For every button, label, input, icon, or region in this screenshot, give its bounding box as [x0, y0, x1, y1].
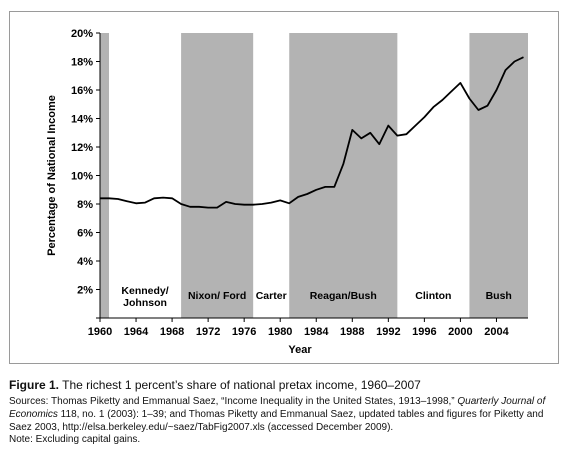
band-label: Kennedy/Johnson — [121, 285, 168, 309]
y-tick-label: 2% — [77, 285, 93, 297]
administration-labels: Kennedy/Johnson Nixon/ Ford Carter Reagan/B… — [121, 285, 511, 309]
data-series — [100, 56, 524, 209]
axes: 2% 4% 6% 8% 10% 12% 14% 16% 18% 20% 1960 1964 1968 19… — [71, 28, 528, 338]
administration-bands — [100, 33, 528, 318]
band-label: Nixon/ Ford — [188, 290, 246, 302]
band-1 — [181, 33, 254, 318]
sources-journal: Quarterly Journal of Economics — [9, 396, 546, 420]
band-label: Bush — [486, 290, 512, 302]
sources-prefix: Sources: Thomas Piketty and Emmanual Sae… — [9, 396, 458, 407]
y-tick-label: 6% — [77, 228, 93, 240]
x-tick-label: 1972 — [196, 326, 220, 338]
y-tick-label: 4% — [77, 256, 93, 268]
x-axis-label: Year — [288, 344, 312, 356]
band-label: Carter — [256, 290, 287, 302]
x-tick-label: 1968 — [160, 326, 184, 338]
y-tick-label: 16% — [71, 85, 93, 97]
chart-frame: Kennedy/Johnson Nixon/ Ford Carter Reagan/B… — [9, 11, 559, 364]
band-5 — [469, 33, 528, 318]
x-tick-label: 1984 — [304, 326, 329, 338]
x-tick-label: 1988 — [340, 326, 364, 338]
line-chart: Kennedy/Johnson Nixon/ Ford Carter Reagan/B… — [46, 28, 528, 356]
x-tick-label: 1964 — [124, 326, 149, 338]
caption-sources: Sources: Thomas Piketty and Emmanual Sae… — [9, 396, 561, 434]
y-tick-label: 12% — [71, 142, 93, 154]
y-tick-label: 10% — [71, 171, 93, 183]
figure-label: Figure 1. — [9, 378, 60, 392]
y-axis-label: Percentage of National Income — [46, 95, 58, 256]
y-tick-label: 18% — [71, 57, 93, 69]
x-tick-label: 1992 — [376, 326, 400, 338]
x-tick-label: 1960 — [88, 326, 112, 338]
band-label: Reagan/Bush — [310, 290, 377, 302]
figure-title: The richest 1 percent’s share of nationa… — [59, 378, 421, 392]
lead-band — [100, 33, 110, 318]
x-tick-label: 1996 — [412, 326, 436, 338]
band-3 — [289, 33, 398, 318]
y-tick-label: 14% — [71, 114, 93, 126]
x-tick-label: 1980 — [268, 326, 292, 338]
x-tick-label: 2000 — [448, 326, 472, 338]
figure-caption: Figure 1. The richest 1 percent’s share … — [9, 378, 561, 447]
x-tick-label: 1976 — [232, 326, 256, 338]
sources-rest: 118, no. 1 (2003): 1–39; and Thomas Pike… — [9, 408, 544, 433]
series-line-0 — [100, 56, 524, 209]
y-tick-label: 8% — [77, 199, 93, 211]
caption-title: Figure 1. The richest 1 percent’s share … — [9, 378, 561, 393]
caption-note: Note: Excluding capital gains. — [9, 434, 141, 446]
y-tick-label: 20% — [71, 28, 93, 40]
band-label: Clinton — [415, 290, 451, 302]
x-tick-label: 2004 — [484, 326, 509, 338]
